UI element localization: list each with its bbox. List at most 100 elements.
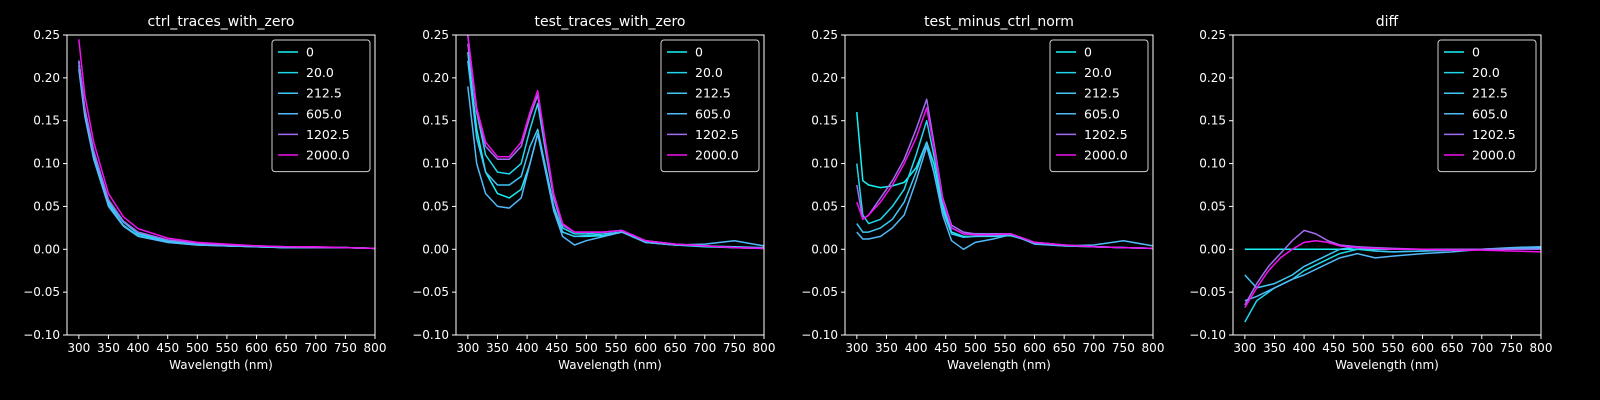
legend: 0 20.0 212.5 605.0 1202.5 2000.0	[1437, 39, 1537, 173]
x-tick-label: 600	[1411, 341, 1434, 355]
y-tick-label: 0.20	[811, 71, 838, 85]
chart-title: test_minus_ctrl_norm	[924, 14, 1074, 30]
y-tick-label: 0.15	[422, 114, 449, 128]
y-tick-label: 0.10	[422, 157, 449, 171]
chart-panel-0: 300 350 400 450 500 550 600 650 700 750 800 −0.10 −0…	[23, 14, 386, 372]
chart-panel-3: 300 350 400 450 500 550 600 650 700 750 800 −0.10 −0…	[1189, 14, 1552, 372]
x-tick-label: 800	[364, 341, 387, 355]
x-tick-label: 500	[964, 341, 987, 355]
legend-label: 2000.0	[306, 148, 350, 163]
series-line-5	[467, 35, 764, 250]
legend-label: 1202.5	[306, 127, 350, 142]
x-tick-label: 300	[456, 341, 479, 355]
legend-label: 1202.5	[1084, 127, 1128, 142]
axes-frame	[455, 34, 765, 336]
y-tick-label: −0.10	[412, 328, 449, 342]
series-line-3	[1244, 245, 1541, 302]
x-tick-label: 750	[1112, 341, 1135, 355]
axes-frame	[1232, 34, 1542, 336]
legend: 0 20.0 212.5 605.0 1202.5 2000.0	[271, 39, 371, 173]
legend-label: 605.0	[695, 106, 731, 121]
x-tick-label: 650	[664, 341, 687, 355]
legend: 0 20.0 212.5 605.0 1202.5 2000.0	[660, 39, 760, 173]
y-tick-label: 0.05	[33, 199, 60, 213]
x-tick-label: 450	[934, 341, 957, 355]
y-tick-label: 0.05	[1199, 199, 1226, 213]
legend-label: 2000.0	[1084, 148, 1128, 163]
x-tick-label: 750	[1500, 341, 1523, 355]
legend-label: 20.0	[1472, 65, 1500, 80]
legend-label: 1202.5	[695, 127, 739, 142]
x-tick-label: 400	[1293, 341, 1316, 355]
x-axis-label: Wavelength (nm)	[169, 358, 273, 372]
legend-label: 0	[695, 45, 703, 60]
chart-title: ctrl_traces_with_zero	[148, 14, 295, 30]
legend-label: 20.0	[306, 65, 334, 80]
series-line-2	[1244, 245, 1541, 289]
axes-frame	[844, 34, 1154, 336]
series-line-5	[78, 39, 375, 250]
y-tick-label: −0.05	[412, 285, 449, 299]
y-tick-label: −0.10	[801, 328, 838, 342]
y-tick-label: −0.10	[1189, 328, 1226, 342]
x-tick-label: 700	[693, 341, 716, 355]
y-tick-label: −0.05	[801, 285, 838, 299]
plot-area	[856, 98, 1153, 251]
x-tick-label: 600	[1023, 341, 1046, 355]
x-tick-label: 450	[156, 341, 179, 355]
legend-label: 605.0	[1084, 106, 1120, 121]
y-tick-label: −0.05	[1189, 285, 1226, 299]
x-axis-label: Wavelength (nm)	[947, 358, 1051, 372]
legend-label: 212.5	[695, 86, 731, 101]
x-tick-label: 550	[993, 341, 1016, 355]
legend-label: 20.0	[1084, 65, 1112, 80]
x-tick-label: 650	[1053, 341, 1076, 355]
y-tick-label: 0.00	[33, 242, 60, 256]
x-tick-label: 800	[1142, 341, 1165, 355]
y-tick-label: 0.05	[422, 199, 449, 213]
axes-frame	[66, 34, 376, 336]
legend: 0 20.0 212.5 605.0 1202.5 2000.0	[1049, 39, 1149, 173]
x-tick-label: 400	[127, 341, 150, 355]
x-tick-label: 750	[334, 341, 357, 355]
x-tick-label: 550	[215, 341, 238, 355]
y-tick-label: −0.10	[23, 328, 60, 342]
series-line-4	[1244, 229, 1541, 306]
x-tick-label: 800	[753, 341, 776, 355]
x-tick-label: 400	[516, 341, 539, 355]
y-tick-label: 0.00	[422, 242, 449, 256]
legend-label: 0	[306, 45, 314, 60]
chart-title: test_traces_with_zero	[535, 14, 686, 30]
x-tick-label: 500	[575, 341, 598, 355]
series-line-3	[467, 86, 764, 247]
x-tick-label: 650	[1441, 341, 1464, 355]
x-axis-label: Wavelength (nm)	[558, 358, 662, 372]
series-line-5	[1244, 239, 1541, 308]
chart-panel-2: 300 350 400 450 500 550 600 650 700 750 800 −0.10 −0…	[801, 14, 1164, 372]
x-tick-label: 700	[1470, 341, 1493, 355]
y-tick-label: 0.20	[1199, 71, 1226, 85]
x-tick-label: 350	[486, 341, 509, 355]
x-tick-label: 350	[1263, 341, 1286, 355]
y-tick-label: −0.05	[23, 285, 60, 299]
x-tick-label: 800	[1530, 341, 1553, 355]
x-tick-label: 300	[1233, 341, 1256, 355]
legend-label: 2000.0	[695, 148, 739, 163]
y-tick-label: 0.10	[33, 157, 60, 171]
legend-label: 20.0	[695, 65, 723, 80]
chart-title: diff	[1376, 14, 1399, 30]
x-tick-label: 500	[186, 341, 209, 355]
y-tick-label: 0.25	[422, 28, 449, 42]
x-tick-label: 600	[245, 341, 268, 355]
x-tick-label: 400	[905, 341, 928, 355]
x-tick-label: 550	[1381, 341, 1404, 355]
series-line-1	[1244, 246, 1541, 323]
x-tick-label: 700	[304, 341, 327, 355]
legend-label: 0	[1084, 45, 1092, 60]
legend-label: 2000.0	[1472, 148, 1516, 163]
x-tick-label: 650	[275, 341, 298, 355]
y-tick-label: 0.25	[811, 28, 838, 42]
legend-label: 605.0	[306, 106, 342, 121]
legend-label: 212.5	[306, 86, 342, 101]
